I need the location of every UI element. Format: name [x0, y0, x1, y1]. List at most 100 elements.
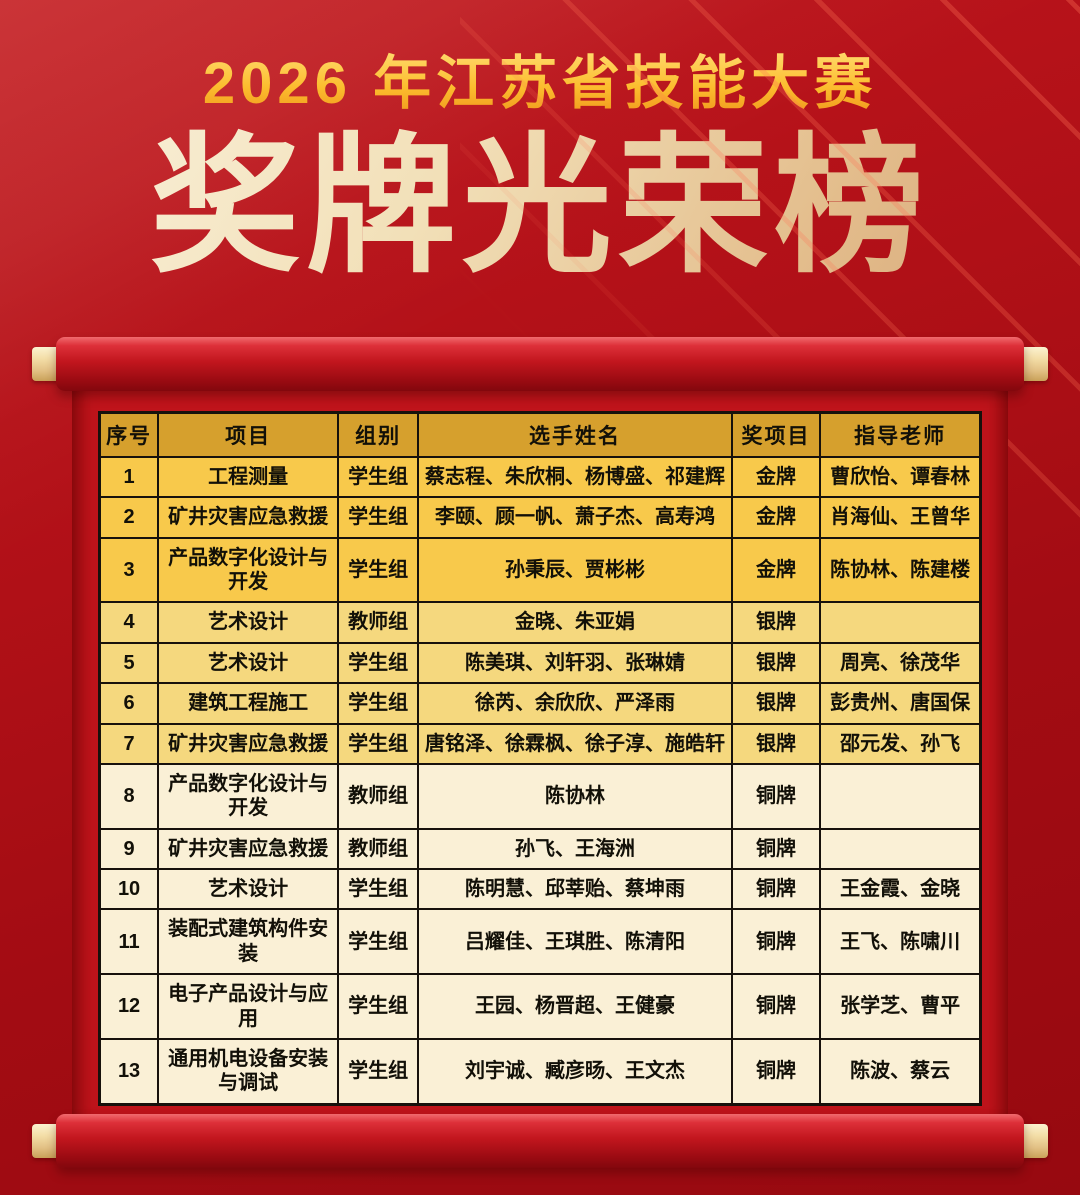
cell-players: 陈明慧、邱莘贻、蔡坤雨 — [417, 868, 733, 911]
page-title: 奖牌光荣榜 — [0, 123, 1080, 289]
cell-teachers: 彭贵州、唐国保 — [819, 682, 982, 725]
cell-no: 2 — [98, 496, 160, 539]
cell-no: 7 — [98, 722, 160, 765]
cell-no: 10 — [98, 868, 160, 911]
cell-no: 9 — [98, 827, 160, 871]
cell-medal: 铜牌 — [730, 868, 822, 911]
cell-medal: 铜牌 — [730, 973, 822, 1041]
cell-group: 学生组 — [337, 682, 420, 725]
cell-teachers: 王金霞、金晓 — [819, 868, 982, 911]
cell-no: 6 — [98, 682, 160, 725]
table-row: 7 矿井灾害应急救援 学生组 唐铭泽、徐霖枫、徐子淳、施皓轩 银牌 邵元发、孙飞 — [98, 722, 982, 765]
cell-project: 矿井灾害应急救援 — [157, 722, 340, 765]
cell-no: 8 — [98, 762, 160, 830]
cell-medal: 铜牌 — [730, 827, 822, 871]
cell-group: 教师组 — [337, 601, 420, 644]
medal-table-body: 1 工程测量 学生组 蔡志程、朱欣桐、杨博盛、祁建辉 金牌 曹欣怡、谭春林 2 矿井灾害应急救… — [98, 455, 982, 1106]
cell-medal: 金牌 — [730, 496, 822, 539]
cell-group: 学生组 — [337, 455, 420, 499]
cell-no: 11 — [98, 908, 160, 976]
table-row: 5 艺术设计 学生组 陈美琪、刘轩羽、张琳婧 银牌 周亮、徐茂华 — [98, 641, 982, 685]
cell-no: 5 — [98, 641, 160, 685]
table-row: 8 产品数字化设计与开发 教师组 陈协林 铜牌 — [98, 762, 982, 830]
scroll-rod-bottom — [32, 1113, 1048, 1168]
cell-project: 工程测量 — [157, 455, 340, 499]
cell-players: 唐铭泽、徐霖枫、徐子淳、施皓轩 — [417, 722, 733, 765]
table-row: 2 矿井灾害应急救援 学生组 李颐、顾一帆、萧子杰、高寿鸿 金牌 肖海仙、王曾华 — [98, 496, 982, 539]
table-row: 6 建筑工程施工 学生组 徐芮、余欣欣、严泽雨 银牌 彭贵州、唐国保 — [98, 682, 982, 725]
cell-no: 4 — [98, 601, 160, 644]
table-row: 12 电子产品设计与应用 学生组 王园、杨晋超、王健豪 铜牌 张学芝、曹平 — [98, 973, 982, 1041]
table-row: 11 装配式建筑构件安装 学生组 吕耀佳、王琪胜、陈清阳 铜牌 王飞、陈啸川 — [98, 908, 982, 976]
cell-teachers: 张学芝、曹平 — [819, 973, 982, 1041]
cell-project: 矿井灾害应急救援 — [157, 496, 340, 539]
table-row: 9 矿井灾害应急救援 教师组 孙飞、王海洲 铜牌 — [98, 827, 982, 871]
scroll-rod-top — [32, 336, 1048, 391]
scroll-parchment: 序号 项目 组别 选手姓名 奖项目 指导老师 1 工程测量 学生组 蔡志程、朱欣桐、杨博盛、祁建… — [72, 364, 1008, 1136]
scroll-rod-top-body — [56, 336, 1024, 391]
cell-no: 12 — [98, 973, 160, 1041]
cell-group: 学生组 — [337, 908, 420, 976]
cell-project: 通用机电设备安装与调试 — [157, 1038, 340, 1106]
cell-project: 矿井灾害应急救援 — [157, 827, 340, 871]
cell-players: 王园、杨晋超、王健豪 — [417, 973, 733, 1041]
cell-medal: 金牌 — [730, 455, 822, 499]
column-header: 项目 — [157, 411, 340, 458]
cell-players: 李颐、顾一帆、萧子杰、高寿鸿 — [417, 496, 733, 539]
column-header: 奖项目 — [730, 411, 822, 458]
cell-group: 教师组 — [337, 762, 420, 830]
cell-teachers — [819, 601, 982, 644]
cell-project: 电子产品设计与应用 — [157, 973, 340, 1041]
cell-project: 艺术设计 — [157, 641, 340, 685]
cell-project: 装配式建筑构件安装 — [157, 908, 340, 976]
cell-project: 艺术设计 — [157, 868, 340, 911]
cell-group: 学生组 — [337, 1038, 420, 1106]
scroll-banner: 序号 项目 组别 选手姓名 奖项目 指导老师 1 工程测量 学生组 蔡志程、朱欣桐、杨博盛、祁建… — [0, 336, 1080, 1168]
cell-medal: 银牌 — [730, 682, 822, 725]
cell-players: 孙秉辰、贾彬彬 — [417, 536, 733, 604]
cell-medal: 铜牌 — [730, 1038, 822, 1106]
cell-teachers: 陈波、蔡云 — [819, 1038, 982, 1106]
cell-players: 吕耀佳、王琪胜、陈清阳 — [417, 908, 733, 976]
cell-group: 教师组 — [337, 827, 420, 871]
cell-project: 产品数字化设计与开发 — [157, 762, 340, 830]
cell-teachers — [819, 762, 982, 830]
cell-medal: 银牌 — [730, 601, 822, 644]
table-row: 13 通用机电设备安装与调试 学生组 刘宇诚、臧彦旸、王文杰 铜牌 陈波、蔡云 — [98, 1038, 982, 1106]
scroll-rod-bottom-body — [56, 1113, 1024, 1168]
cell-teachers: 王飞、陈啸川 — [819, 908, 982, 976]
column-header: 组别 — [337, 411, 420, 458]
cell-group: 学生组 — [337, 722, 420, 765]
cell-project: 产品数字化设计与开发 — [157, 536, 340, 604]
cell-teachers — [819, 827, 982, 871]
cell-players: 孙飞、王海洲 — [417, 827, 733, 871]
competition-title: 2026 年江苏省技能大赛 — [0, 52, 1080, 116]
cell-medal: 铜牌 — [730, 908, 822, 976]
cell-project: 艺术设计 — [157, 601, 340, 644]
cell-group: 学生组 — [337, 496, 420, 539]
cell-group: 学生组 — [337, 536, 420, 604]
cell-teachers: 曹欣怡、谭春林 — [819, 455, 982, 499]
cell-medal: 银牌 — [730, 722, 822, 765]
table-row: 4 艺术设计 教师组 金晓、朱亚娟 银牌 — [98, 601, 982, 644]
cell-group: 学生组 — [337, 973, 420, 1041]
cell-players: 陈美琪、刘轩羽、张琳婧 — [417, 641, 733, 685]
cell-project: 建筑工程施工 — [157, 682, 340, 725]
column-header: 选手姓名 — [417, 411, 733, 458]
table-row: 10 艺术设计 学生组 陈明慧、邱莘贻、蔡坤雨 铜牌 王金霞、金晓 — [98, 868, 982, 911]
table-row: 3 产品数字化设计与开发 学生组 孙秉辰、贾彬彬 金牌 陈协林、陈建楼 — [98, 536, 982, 604]
cell-teachers: 肖海仙、王曾华 — [819, 496, 982, 539]
cell-teachers: 周亮、徐茂华 — [819, 641, 982, 685]
cell-medal: 铜牌 — [730, 762, 822, 830]
cell-players: 刘宇诚、臧彦旸、王文杰 — [417, 1038, 733, 1106]
cell-players: 金晓、朱亚娟 — [417, 601, 733, 644]
cell-medal: 银牌 — [730, 641, 822, 685]
table-row: 1 工程测量 学生组 蔡志程、朱欣桐、杨博盛、祁建辉 金牌 曹欣怡、谭春林 — [98, 455, 982, 499]
cell-players: 蔡志程、朱欣桐、杨博盛、祁建辉 — [417, 455, 733, 499]
cell-players: 徐芮、余欣欣、严泽雨 — [417, 682, 733, 725]
medal-table-head: 序号 项目 组别 选手姓名 奖项目 指导老师 — [98, 411, 982, 458]
cell-teachers: 邵元发、孙飞 — [819, 722, 982, 765]
cell-medal: 金牌 — [730, 536, 822, 604]
table-header-row: 序号 项目 组别 选手姓名 奖项目 指导老师 — [98, 411, 982, 458]
